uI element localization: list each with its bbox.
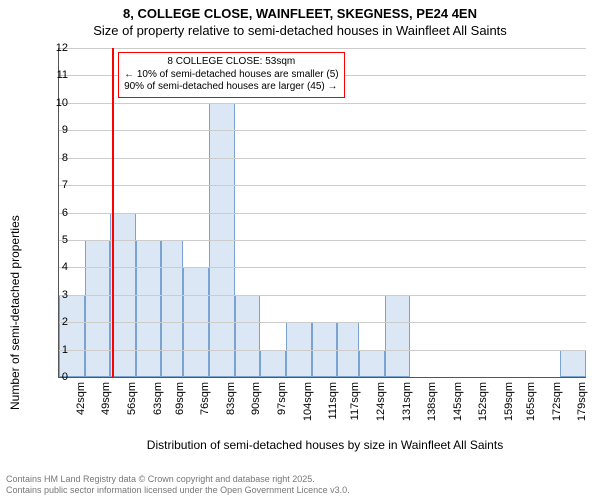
histogram-bar bbox=[161, 240, 183, 377]
gridline bbox=[59, 295, 586, 296]
y-axis-label: Number of semi-detached properties bbox=[8, 215, 22, 410]
histogram-bar bbox=[59, 295, 85, 377]
gridline bbox=[59, 350, 586, 351]
y-tick-label: 11 bbox=[44, 69, 68, 81]
property-marker-line bbox=[112, 48, 114, 377]
x-tick-label: 131sqm bbox=[401, 382, 413, 421]
y-tick-label: 2 bbox=[44, 316, 68, 328]
histogram-bar bbox=[260, 350, 286, 377]
x-tick-label: 56sqm bbox=[126, 382, 138, 415]
histogram-bar bbox=[385, 295, 411, 377]
annotation-box: 8 COLLEGE CLOSE: 53sqm← 10% of semi-deta… bbox=[118, 52, 345, 98]
gridline bbox=[59, 240, 586, 241]
x-axis-label: Distribution of semi-detached houses by … bbox=[58, 438, 592, 452]
x-tick-label: 111sqm bbox=[327, 382, 339, 420]
x-tick-label: 90sqm bbox=[250, 382, 262, 415]
x-tick-label: 145sqm bbox=[452, 382, 464, 421]
y-tick-label: 6 bbox=[44, 207, 68, 219]
y-tick-label: 7 bbox=[44, 179, 68, 191]
gridline bbox=[59, 130, 586, 131]
gridline bbox=[59, 322, 586, 323]
x-tick-label: 42sqm bbox=[75, 382, 87, 415]
y-tick-label: 9 bbox=[44, 124, 68, 136]
x-tick-label: 97sqm bbox=[276, 382, 288, 415]
x-tick-label: 159sqm bbox=[503, 382, 515, 421]
footer-attribution: Contains HM Land Registry data © Crown c… bbox=[6, 474, 350, 496]
footer-line1: Contains HM Land Registry data © Crown c… bbox=[6, 474, 350, 485]
chart-title-block: 8, COLLEGE CLOSE, WAINFLEET, SKEGNESS, P… bbox=[0, 0, 600, 38]
y-tick-label: 5 bbox=[44, 234, 68, 246]
y-tick-label: 4 bbox=[44, 261, 68, 273]
y-tick-label: 10 bbox=[44, 97, 68, 109]
x-tick-label: 76sqm bbox=[199, 382, 211, 415]
gridline bbox=[59, 48, 586, 49]
gridline bbox=[59, 267, 586, 268]
y-tick-label: 0 bbox=[44, 371, 68, 383]
x-tick-label: 69sqm bbox=[174, 382, 186, 415]
title-line2: Size of property relative to semi-detach… bbox=[0, 23, 600, 38]
x-tick-label: 179sqm bbox=[576, 382, 588, 421]
chart-area: Number of semi-detached properties 8 COL… bbox=[0, 40, 600, 460]
plot-region: 8 COLLEGE CLOSE: 53sqm← 10% of semi-deta… bbox=[58, 48, 586, 378]
annotation-line2: ← 10% of semi-detached houses are smalle… bbox=[124, 69, 339, 82]
x-tick-label: 104sqm bbox=[302, 382, 314, 421]
histogram-bar bbox=[136, 240, 162, 377]
x-tick-label: 117sqm bbox=[349, 382, 361, 420]
histogram-bar bbox=[560, 350, 586, 377]
x-tick-label: 49sqm bbox=[100, 382, 112, 415]
x-tick-label: 165sqm bbox=[525, 382, 537, 421]
annotation-line3: 90% of semi-detached houses are larger (… bbox=[124, 81, 339, 94]
gridline bbox=[59, 103, 586, 104]
y-tick-label: 12 bbox=[44, 42, 68, 54]
histogram-bar bbox=[85, 240, 111, 377]
x-tick-label: 83sqm bbox=[225, 382, 237, 415]
gridline bbox=[59, 213, 586, 214]
annotation-line1: 8 COLLEGE CLOSE: 53sqm bbox=[124, 56, 339, 69]
histogram-bar bbox=[235, 295, 261, 377]
gridline bbox=[59, 158, 586, 159]
gridline bbox=[59, 185, 586, 186]
footer-line2: Contains public sector information licen… bbox=[6, 485, 350, 496]
title-line1: 8, COLLEGE CLOSE, WAINFLEET, SKEGNESS, P… bbox=[0, 6, 600, 21]
x-tick-label: 138sqm bbox=[426, 382, 438, 421]
y-tick-label: 1 bbox=[44, 344, 68, 356]
x-tick-label: 63sqm bbox=[152, 382, 164, 415]
y-tick-label: 3 bbox=[44, 289, 68, 301]
histogram-bar bbox=[359, 350, 385, 377]
x-tick-label: 124sqm bbox=[375, 382, 387, 421]
x-tick-label: 172sqm bbox=[551, 382, 563, 421]
x-tick-label: 152sqm bbox=[477, 382, 489, 421]
y-tick-label: 8 bbox=[44, 152, 68, 164]
